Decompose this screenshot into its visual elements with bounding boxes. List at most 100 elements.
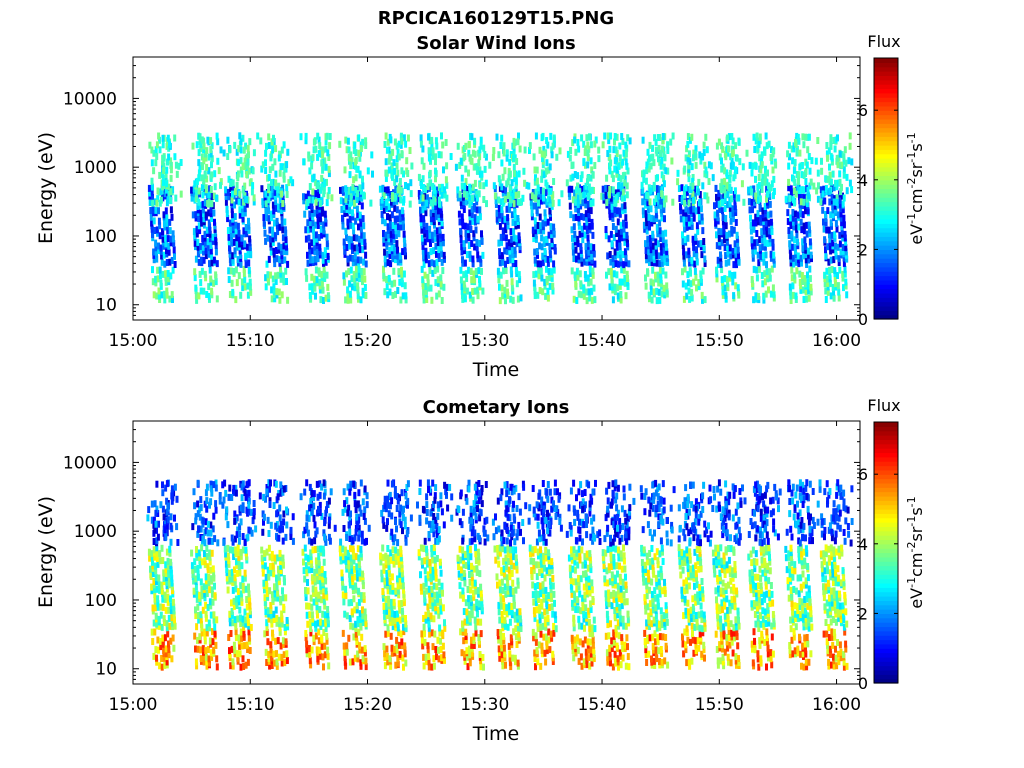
flux-cell <box>527 182 531 190</box>
flux-cell <box>271 633 275 641</box>
flux-cell <box>282 171 286 179</box>
flux-cell <box>208 501 211 509</box>
flux-cell <box>274 480 278 488</box>
flux-cell <box>835 225 839 233</box>
flux-cell <box>283 165 287 173</box>
flux-cell <box>196 636 199 644</box>
flux-cell <box>229 546 232 554</box>
flux-cell <box>827 175 831 183</box>
flux-cell <box>326 652 330 660</box>
flux-cell <box>501 292 505 300</box>
flux-cell <box>282 575 286 582</box>
flux-cell <box>431 152 435 160</box>
x-axis-label: Time <box>472 359 520 381</box>
flux-cell <box>616 292 620 300</box>
flux-cell <box>209 611 213 619</box>
flux-cell <box>269 240 273 248</box>
flux-cell <box>724 259 728 267</box>
flux-cell <box>271 235 275 243</box>
flux-cell <box>620 182 624 190</box>
flux-cell <box>769 290 773 298</box>
flux-cell <box>275 217 279 225</box>
flux-cell <box>498 179 502 187</box>
flux-cell <box>304 630 308 637</box>
flux-cell <box>695 252 699 260</box>
flux-cell <box>460 283 464 291</box>
flux-cell <box>231 619 235 627</box>
flux-cell <box>578 230 582 238</box>
flux-cell <box>165 508 169 516</box>
flux-cell <box>219 146 223 154</box>
flux-cell <box>771 243 775 251</box>
flux-cell <box>652 198 656 206</box>
flux-cell <box>167 183 171 191</box>
flux-cell <box>583 231 587 239</box>
flux-cell <box>769 154 773 161</box>
flux-cell <box>207 250 211 258</box>
flux-cell <box>260 554 264 562</box>
flux-cell <box>230 239 234 247</box>
flux-cell <box>241 134 245 142</box>
flux-cell <box>611 296 615 304</box>
flux-cell <box>247 217 250 225</box>
flux-cell <box>434 242 438 250</box>
flux-cell <box>161 235 165 243</box>
flux-cell <box>688 259 692 267</box>
flux-cell <box>807 294 811 302</box>
flux-cell <box>218 497 222 505</box>
flux-cell <box>369 199 373 207</box>
flux-cell <box>794 190 798 198</box>
flux-cell <box>205 191 209 198</box>
flux-cell <box>152 546 156 554</box>
flux-cell <box>654 238 658 246</box>
flux-cell <box>208 598 212 606</box>
flux-cell <box>237 594 241 602</box>
flux-cell <box>439 244 443 252</box>
flux-cell <box>228 569 232 577</box>
flux-cell <box>311 287 315 295</box>
flux-cell <box>210 161 213 169</box>
flux-cell <box>580 291 584 299</box>
flux-cell <box>590 222 594 230</box>
flux-cell <box>682 259 686 267</box>
flux-cell <box>234 484 238 492</box>
flux-cell <box>724 292 728 300</box>
flux-cell <box>201 191 205 199</box>
flux-cell <box>206 529 210 537</box>
flux-cell <box>281 234 285 242</box>
flux-cell <box>570 226 574 234</box>
flux-cell <box>619 259 623 267</box>
flux-cell <box>699 157 703 165</box>
flux-cell <box>619 221 623 229</box>
flux-cell <box>262 493 266 501</box>
flux-cell <box>461 295 465 303</box>
flux-cell <box>370 151 374 159</box>
flux-cell <box>658 260 662 268</box>
flux-cell <box>346 255 350 263</box>
flux-cell <box>161 638 165 646</box>
flux-cell <box>611 214 615 222</box>
flux-cell <box>545 235 549 243</box>
flux-cell <box>240 198 244 206</box>
flux-cell <box>279 202 283 210</box>
flux-cell <box>314 255 317 263</box>
flux-cell <box>272 247 276 255</box>
flux-cell <box>392 198 396 206</box>
flux-cell <box>205 624 209 632</box>
flux-cell <box>545 182 549 190</box>
flux-cell <box>422 162 426 170</box>
flux-cell <box>832 294 836 302</box>
flux-cell <box>196 238 200 246</box>
flux-cell <box>326 283 330 291</box>
flux-cell <box>214 641 218 649</box>
flux-cell <box>237 145 241 153</box>
flux-cell <box>319 623 323 630</box>
flux-cell <box>355 265 358 273</box>
flux-cell <box>280 620 284 628</box>
flux-cell <box>356 292 360 300</box>
flux-cell <box>208 549 212 557</box>
flux-cell <box>222 496 226 504</box>
flux-cell <box>275 662 279 670</box>
flux-cell <box>244 224 248 231</box>
flux-cell <box>794 223 798 231</box>
